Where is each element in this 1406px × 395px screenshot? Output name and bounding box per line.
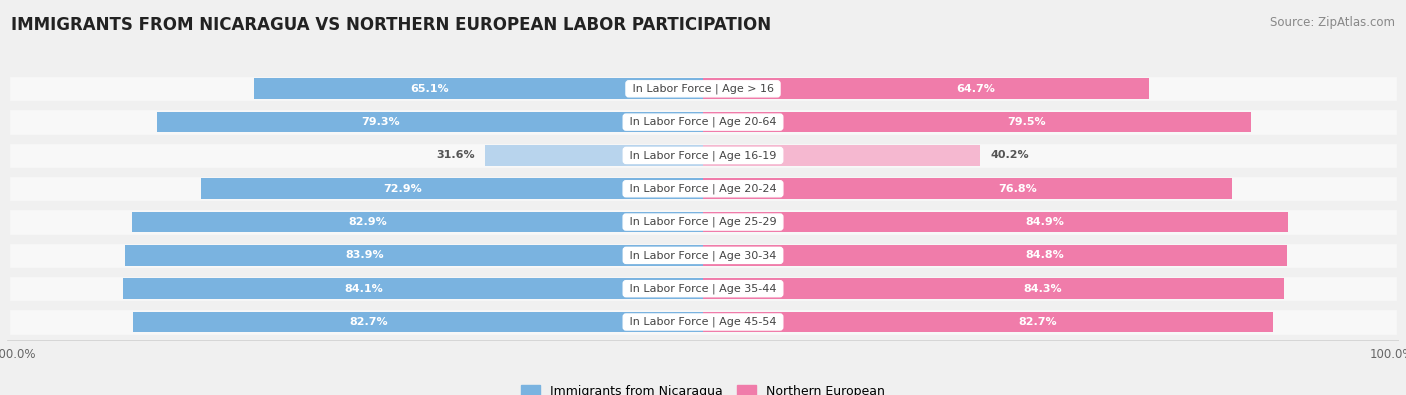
Bar <box>703 278 1284 299</box>
Text: 79.3%: 79.3% <box>361 117 399 127</box>
Bar <box>10 111 1396 134</box>
Bar <box>124 278 703 299</box>
Bar <box>10 310 1396 334</box>
Text: In Labor Force | Age 16-19: In Labor Force | Age 16-19 <box>626 150 780 161</box>
Text: 84.8%: 84.8% <box>1025 250 1064 260</box>
Bar <box>254 79 703 99</box>
Text: Source: ZipAtlas.com: Source: ZipAtlas.com <box>1270 16 1395 29</box>
Text: 76.8%: 76.8% <box>998 184 1036 194</box>
Bar <box>125 245 703 266</box>
Text: In Labor Force | Age 20-24: In Labor Force | Age 20-24 <box>626 184 780 194</box>
Text: 72.9%: 72.9% <box>382 184 422 194</box>
Bar <box>10 177 1396 200</box>
Bar <box>156 112 703 132</box>
Bar <box>703 179 1232 199</box>
Text: 84.1%: 84.1% <box>344 284 382 294</box>
Legend: Immigrants from Nicaragua, Northern European: Immigrants from Nicaragua, Northern Euro… <box>522 385 884 395</box>
Text: In Labor Force | Age 30-34: In Labor Force | Age 30-34 <box>626 250 780 261</box>
Bar <box>10 144 1396 167</box>
Bar <box>10 211 1396 234</box>
Text: In Labor Force | Age 35-44: In Labor Force | Age 35-44 <box>626 284 780 294</box>
Text: 84.3%: 84.3% <box>1024 284 1063 294</box>
Bar <box>703 312 1272 332</box>
Bar <box>10 277 1396 300</box>
Text: In Labor Force | Age 25-29: In Labor Force | Age 25-29 <box>626 217 780 227</box>
Bar <box>703 212 1288 232</box>
Text: 31.6%: 31.6% <box>436 150 475 160</box>
Text: In Labor Force | Age 20-64: In Labor Force | Age 20-64 <box>626 117 780 127</box>
Text: 82.7%: 82.7% <box>1018 317 1057 327</box>
Bar <box>703 79 1149 99</box>
Bar <box>485 145 703 166</box>
Bar <box>10 244 1396 267</box>
Text: 40.2%: 40.2% <box>990 150 1029 160</box>
Bar <box>10 77 1396 100</box>
Text: 84.9%: 84.9% <box>1025 217 1064 227</box>
Bar <box>703 112 1251 132</box>
Text: 64.7%: 64.7% <box>956 84 995 94</box>
Bar <box>201 179 703 199</box>
Bar <box>703 145 980 166</box>
Text: 79.5%: 79.5% <box>1007 117 1046 127</box>
Text: 83.9%: 83.9% <box>344 250 384 260</box>
Bar <box>703 245 1288 266</box>
Bar <box>132 212 703 232</box>
Text: 65.1%: 65.1% <box>409 84 449 94</box>
Bar <box>134 312 703 332</box>
Text: 82.7%: 82.7% <box>349 317 388 327</box>
Text: In Labor Force | Age > 16: In Labor Force | Age > 16 <box>628 84 778 94</box>
Text: 82.9%: 82.9% <box>349 217 387 227</box>
Text: IMMIGRANTS FROM NICARAGUA VS NORTHERN EUROPEAN LABOR PARTICIPATION: IMMIGRANTS FROM NICARAGUA VS NORTHERN EU… <box>11 16 772 34</box>
Text: In Labor Force | Age 45-54: In Labor Force | Age 45-54 <box>626 317 780 327</box>
